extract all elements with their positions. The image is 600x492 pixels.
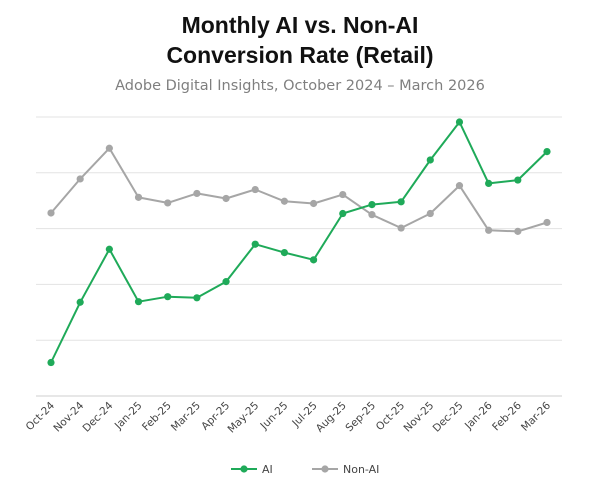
legend-swatch-ai-marker xyxy=(240,465,248,473)
data-point-ai xyxy=(485,179,493,188)
gridlines xyxy=(36,116,562,341)
x-tick-label: Jan-26 xyxy=(462,399,495,432)
data-point-ai xyxy=(134,298,143,306)
data-point-non-ai xyxy=(397,224,405,232)
x-tick-label: Jun-25 xyxy=(258,400,291,433)
data-point-non-ai xyxy=(251,185,259,194)
data-point-non-ai xyxy=(514,227,522,235)
data-point-non-ai xyxy=(193,189,201,198)
data-point-non-ai xyxy=(76,175,84,183)
data-point-ai xyxy=(105,245,113,253)
data-point-ai xyxy=(543,147,551,156)
x-tick-label: May-25 xyxy=(226,400,262,436)
data-point-ai xyxy=(426,156,434,164)
data-point-ai xyxy=(76,298,84,306)
legend-item-non-ai: Non-AI xyxy=(312,463,379,476)
series-line-non-ai xyxy=(50,147,548,233)
x-tick-label: Aug-25 xyxy=(314,400,349,435)
legend: AI Non-AI xyxy=(231,463,379,476)
x-tick-label: Jan-25 xyxy=(112,400,145,433)
data-point-non-ai xyxy=(280,197,289,205)
data-point-ai xyxy=(222,278,230,286)
x-tick-label: Dec-24 xyxy=(80,399,115,434)
data-point-ai xyxy=(339,209,347,218)
series-ai xyxy=(47,118,551,367)
x-tick-label: Dec-25 xyxy=(431,400,466,435)
chart-subtitle: Adobe Digital Insights, October 2024 – M… xyxy=(115,78,485,94)
x-tick-label: Nov-25 xyxy=(402,400,437,435)
data-point-ai xyxy=(251,240,259,248)
x-tick-label: Sep-25 xyxy=(343,400,378,435)
x-tick-label: Mar-26 xyxy=(519,399,553,433)
data-point-non-ai xyxy=(309,199,318,208)
data-point-ai xyxy=(309,256,318,264)
data-point-ai xyxy=(164,293,172,301)
x-tick-label: Mar-25 xyxy=(169,400,203,434)
x-tick-label: Nov-24 xyxy=(51,399,86,434)
data-point-ai xyxy=(455,118,464,126)
series-layer xyxy=(47,118,551,367)
data-point-non-ai xyxy=(485,226,493,234)
chart-title-line-2: Conversion Rate (Retail) xyxy=(166,42,434,68)
legend-swatch-non-ai-marker xyxy=(321,465,329,473)
data-point-ai xyxy=(368,201,376,209)
data-point-ai xyxy=(397,198,405,206)
data-point-ai xyxy=(514,176,522,184)
series-line-ai xyxy=(50,121,548,363)
data-point-ai xyxy=(280,248,289,257)
data-point-ai xyxy=(193,294,201,302)
chart-title: Monthly AI vs. Non-AI Conversion Rate (R… xyxy=(0,10,600,70)
chart-title-line-1: Monthly AI vs. Non-AI xyxy=(181,12,419,38)
x-axis-tick-labels: Oct-24Nov-24Dec-24Jan-25Feb-25Mar-25Apr-… xyxy=(24,399,554,435)
data-point-non-ai xyxy=(368,211,376,219)
data-point-non-ai xyxy=(47,209,55,217)
data-point-non-ai xyxy=(105,144,113,152)
x-tick-label: Feb-26 xyxy=(490,399,524,433)
data-point-non-ai xyxy=(339,190,347,199)
data-point-ai xyxy=(47,358,55,367)
legend-item-ai: AI xyxy=(231,463,273,476)
series-non-ai xyxy=(47,144,551,235)
data-point-non-ai xyxy=(134,193,143,201)
data-point-non-ai xyxy=(164,199,172,207)
data-point-non-ai xyxy=(455,182,464,190)
legend-label-non-ai: Non-AI xyxy=(343,463,379,476)
data-point-non-ai xyxy=(426,209,434,218)
x-tick-label: Feb-25 xyxy=(140,400,174,434)
legend-label-ai: AI xyxy=(262,463,273,476)
data-point-non-ai xyxy=(543,218,551,227)
data-point-non-ai xyxy=(222,194,230,203)
